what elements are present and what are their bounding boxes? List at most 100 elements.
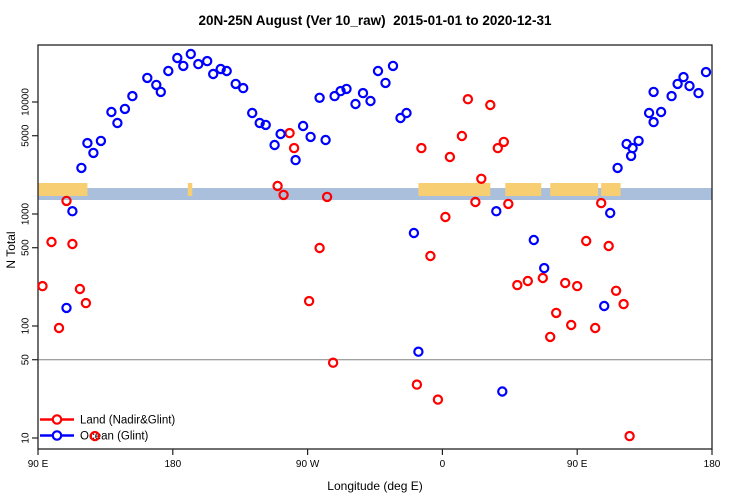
data-point [491, 205, 502, 217]
data-point [151, 79, 162, 91]
data-point [596, 197, 607, 209]
legend-land-label: Land (Nadir&Glint) [80, 415, 175, 427]
data-point [470, 196, 481, 208]
y-tick-label: 10 [21, 432, 32, 444]
data-point [172, 52, 183, 64]
data-point [53, 322, 65, 334]
data-point [432, 394, 444, 405]
y-tick-label: 1000 [21, 202, 32, 225]
ocean-series [61, 48, 712, 397]
x-tick-label: 90 W [296, 459, 320, 470]
data-point [246, 107, 258, 119]
chart-title: 20N-25N August (Ver 10_raw) 2015-01-01 t… [198, 13, 552, 28]
y-axis-label: N Total [4, 231, 18, 269]
data-point [648, 116, 659, 128]
data-point [618, 298, 629, 310]
data-point [684, 80, 695, 92]
data-point [269, 139, 280, 151]
data-point [476, 173, 487, 184]
data-point [329, 90, 340, 102]
data-point [624, 430, 635, 442]
data-point [512, 279, 523, 291]
data-point [581, 235, 592, 247]
y-tick-label: 50 [21, 354, 32, 366]
data-point [503, 198, 514, 210]
data-point [163, 65, 174, 77]
data-point [61, 302, 72, 314]
data-point [456, 130, 468, 142]
data-point [462, 93, 474, 105]
data-point [82, 137, 93, 149]
data-point [201, 55, 213, 67]
x-tick-label: 180 [704, 459, 721, 470]
coastline-band-land [550, 183, 599, 196]
data-point [341, 83, 352, 95]
data-point [672, 78, 683, 90]
coastline-band-land [601, 183, 621, 196]
y-tick-label: 100 [21, 317, 32, 334]
data-point [221, 65, 232, 77]
data-point [372, 65, 384, 77]
data-point [666, 90, 677, 102]
plot-frame [37, 44, 713, 450]
data-point [297, 120, 309, 132]
data-point [522, 275, 534, 287]
data-point [127, 90, 138, 102]
data-point [678, 71, 689, 83]
data-point [314, 92, 325, 104]
data-point [305, 131, 316, 143]
y-tick-label: 5000 [21, 124, 32, 147]
data-point [350, 98, 361, 110]
legend-ocean-circle-icon [51, 430, 63, 441]
data-point [545, 331, 556, 343]
data-point [61, 195, 72, 207]
data-point [67, 205, 78, 217]
data-point [380, 77, 391, 89]
x-tick-label: 90 E [28, 459, 49, 470]
data-point [106, 106, 117, 118]
data-point [119, 103, 131, 115]
data-point [693, 87, 704, 99]
data-point [290, 154, 301, 166]
data-point [560, 277, 571, 289]
data-point [444, 151, 456, 163]
data-point [230, 78, 241, 90]
coastline-band-land [187, 183, 193, 196]
data-point [603, 240, 614, 252]
land-series [37, 93, 635, 442]
data-point [314, 242, 325, 254]
data-point [395, 112, 406, 124]
data-point [528, 234, 540, 246]
data-point [605, 207, 616, 219]
data-point [80, 297, 92, 309]
x-tick-label: 90 E [567, 459, 588, 470]
data-point [401, 107, 412, 119]
x-axis-label: Longitude (deg E) [327, 479, 423, 493]
data-point [408, 227, 420, 239]
data-point [215, 63, 226, 75]
data-point [335, 85, 346, 97]
data-point [612, 162, 623, 174]
data-point [411, 379, 423, 390]
data-point [74, 283, 86, 295]
data-point [275, 128, 286, 140]
data-point [46, 236, 57, 248]
plot-content: 10 50 100 500 1000 5000 10000 90 E 180 90 W 0 90 E 1… [21, 44, 721, 470]
data-point [497, 386, 508, 397]
data-point [599, 300, 610, 312]
data-point [37, 280, 48, 292]
data-point [207, 68, 219, 80]
data-point [155, 86, 166, 98]
coastline-band-ocean [38, 188, 712, 200]
data-point [655, 106, 667, 118]
data-point [643, 107, 655, 119]
data-point [303, 295, 315, 307]
legend-land-circle-icon [51, 414, 63, 425]
data-point [590, 322, 601, 334]
data-point [425, 250, 436, 262]
legend: Land (Nadir&Glint) Ocean (Glint) [40, 414, 175, 443]
data-point [178, 60, 189, 72]
data-point [539, 262, 550, 274]
data-point [566, 319, 577, 331]
coastline-band-land [38, 183, 88, 196]
